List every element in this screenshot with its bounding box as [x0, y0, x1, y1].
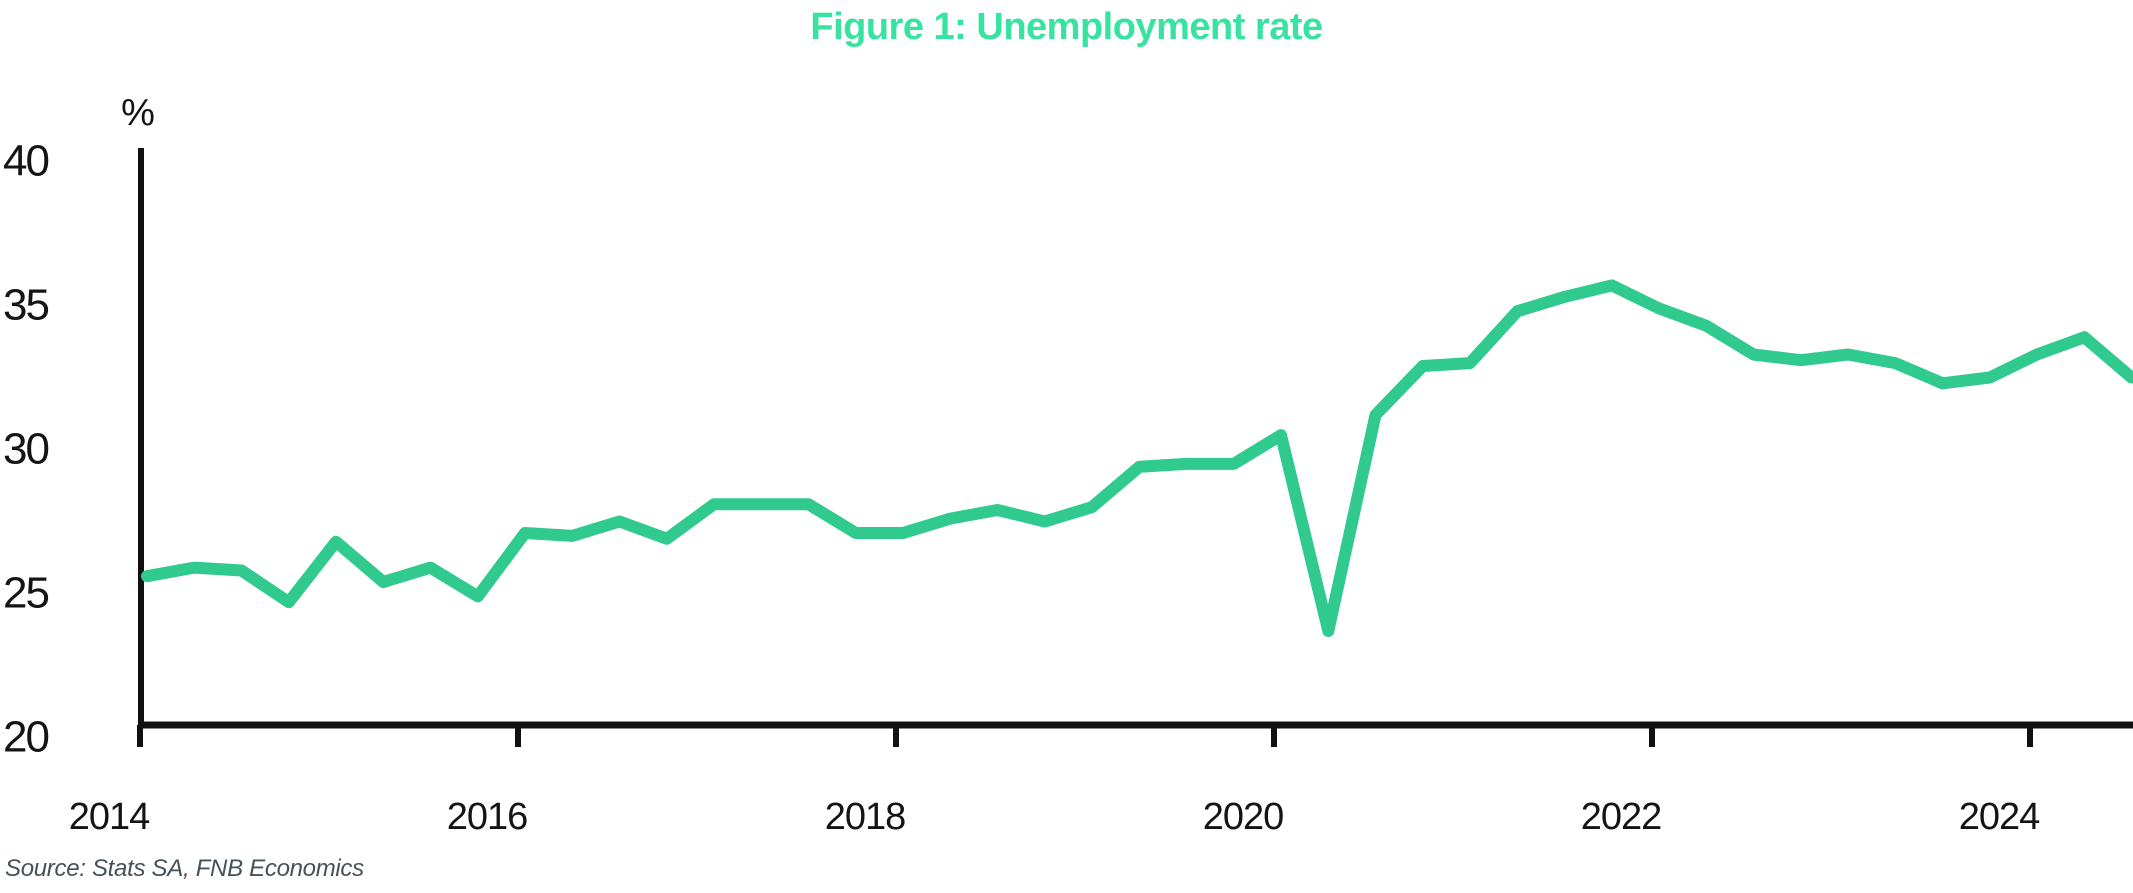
chart-title: Figure 1: Unemployment rate [810, 6, 1323, 48]
y-tick-label: 35 [3, 281, 48, 330]
y-tick-label: 40 [3, 137, 48, 186]
x-tick-label: 2022 [1581, 796, 1662, 838]
y-tick-label: 25 [3, 569, 48, 618]
y-tick-label: 20 [3, 713, 48, 762]
y-tick-label: 30 [3, 425, 48, 474]
x-tick-label: 2020 [1203, 796, 1284, 838]
x-tick-label: 2018 [825, 796, 906, 838]
source-note: Source: Stats SA, FNB Economics [5, 855, 364, 882]
y-axis-unit-label: % [121, 92, 155, 134]
x-tick-label: 2016 [447, 796, 528, 838]
x-tick-label: 2014 [69, 796, 150, 838]
series-line-unemployment-rate [141, 279, 2133, 637]
x-tick-label: 2024 [1959, 796, 2040, 838]
